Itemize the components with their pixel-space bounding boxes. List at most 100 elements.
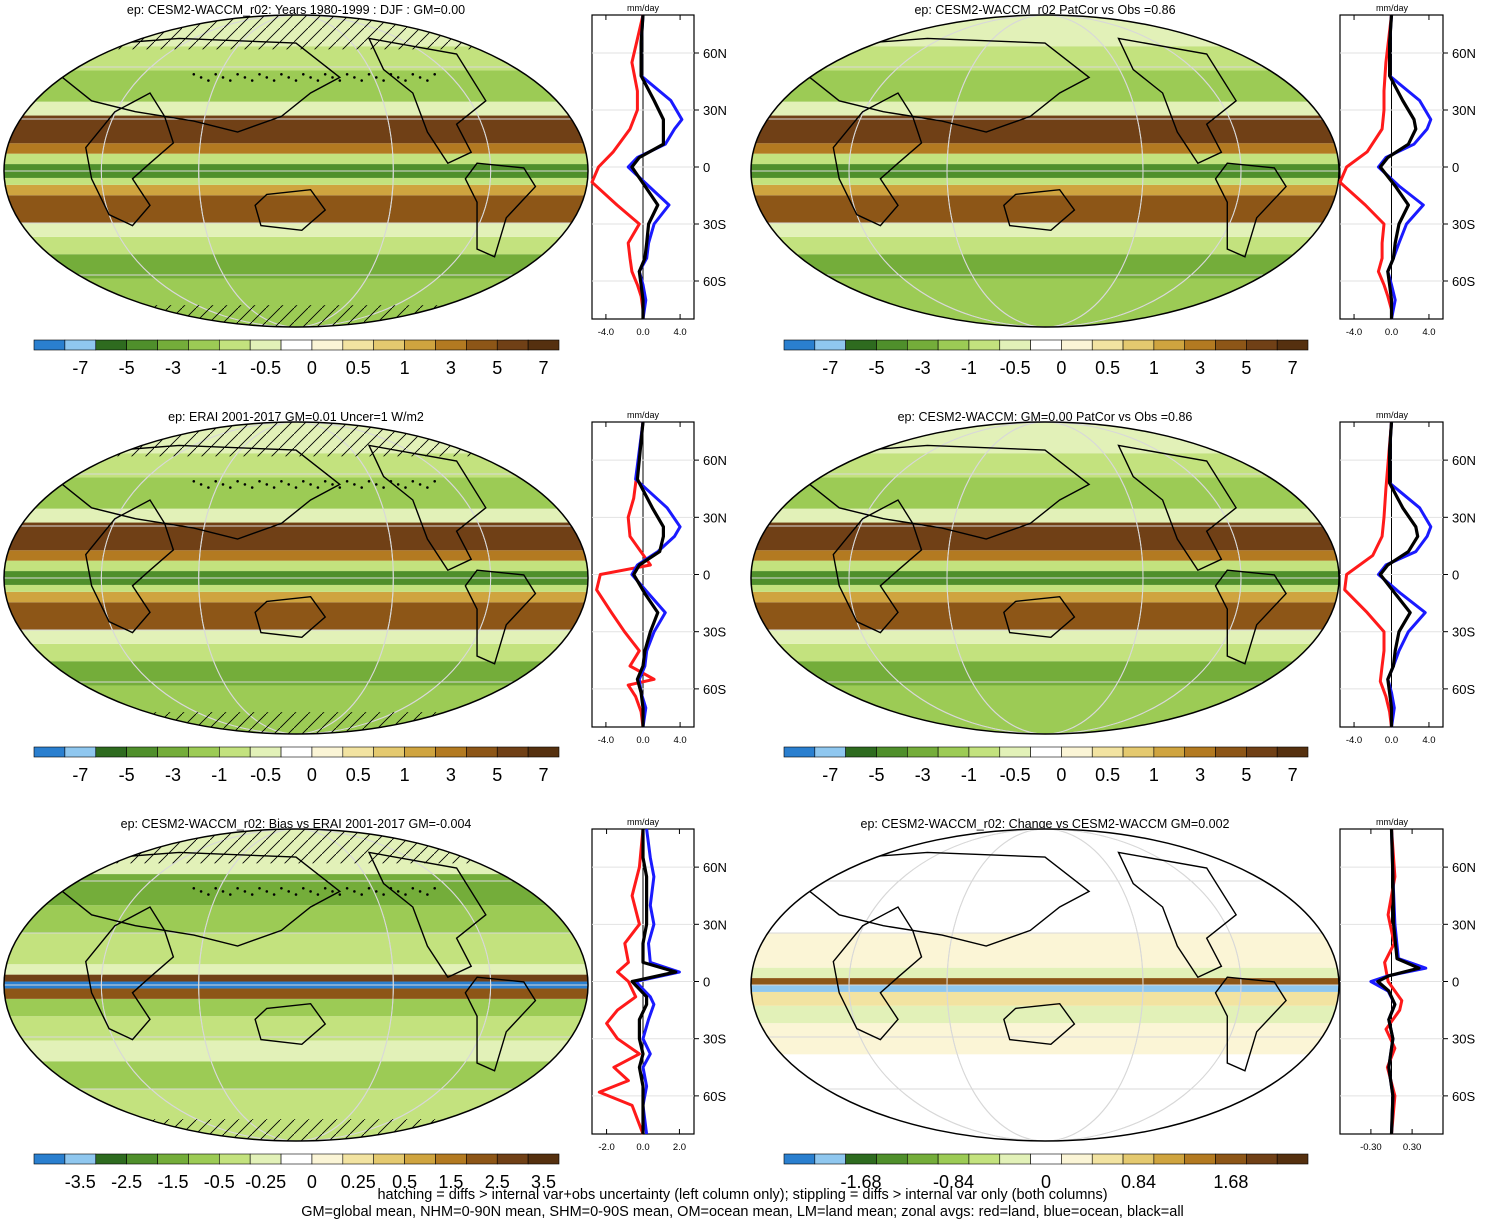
field-band [4, 184, 588, 196]
map-field [4, 422, 588, 734]
field-band [4, 661, 588, 686]
colorbar-label: -1 [961, 358, 977, 378]
stipple-dot [382, 893, 385, 896]
hatching-region [4, 422, 588, 457]
colorbar-label: -5 [868, 765, 884, 785]
colorbar-label: -7 [72, 358, 88, 378]
map-field [751, 15, 1339, 327]
y-tick-label: 0 [703, 568, 710, 583]
stipple-dot [250, 79, 254, 82]
coastline [832, 499, 923, 634]
colorbar-swatch [876, 746, 908, 758]
stipple-dot [294, 486, 298, 489]
colorbar-label: -7 [72, 765, 88, 785]
meridian-line [848, 829, 1242, 1141]
stipple-dot [411, 72, 415, 76]
colorbar-swatch [845, 339, 877, 351]
stipple-dot [433, 479, 437, 483]
colorbar-swatch [311, 1153, 344, 1165]
field-band [4, 1061, 588, 1089]
stipple-dot [287, 890, 291, 893]
colorbar-swatch [1276, 1153, 1309, 1165]
colorbar-label: 3 [1195, 358, 1205, 378]
stipple-dot [360, 486, 364, 489]
stipple-dot [418, 483, 422, 486]
colorbar-swatch [435, 746, 467, 758]
meridian-line [100, 15, 492, 327]
field-band [751, 177, 1339, 185]
stipple-dot [418, 890, 422, 893]
colorbar-label: 3 [446, 765, 456, 785]
hatching-region [150, 305, 442, 327]
stipple-dot [309, 76, 312, 79]
stipple-dot [367, 72, 371, 76]
colorbar-label: -3 [915, 358, 931, 378]
y-tick-label: 60S [703, 1089, 726, 1104]
colorbar-label: 1.5 [438, 1172, 463, 1192]
colorbar: -1.68 -0.84 0 0.84 1.68 [783, 1153, 1309, 1192]
colorbar-label: 0 [307, 1172, 317, 1192]
colorbar-swatch [906, 746, 939, 758]
colorbar-swatch [1276, 339, 1309, 351]
stipple-dot [199, 76, 203, 79]
colorbar-swatch [1122, 1153, 1155, 1165]
colorbar-label: 0.84 [1121, 1172, 1156, 1192]
colorbar-swatch [1030, 339, 1062, 351]
colorbar-label: -0.5 [1000, 358, 1031, 378]
stipple-dot [272, 893, 276, 896]
colorbar-swatch [64, 746, 97, 758]
field-band [751, 508, 1339, 523]
colorbar-swatch [1246, 339, 1278, 351]
coastline [464, 569, 537, 665]
stipple-dot [316, 893, 320, 896]
colorbar-label: -0.5 [1000, 765, 1031, 785]
colorbar-swatch [33, 339, 66, 351]
stipple-dot [294, 893, 298, 896]
zonal-mean-panel: mm/day 60N 30N 0 30S 60S -0.30 0.30 [1339, 817, 1476, 1153]
colorbar-swatch [466, 746, 498, 758]
colorbar-swatch [783, 746, 816, 758]
colorbar-swatch [968, 339, 1001, 351]
stipple-dot [375, 890, 378, 893]
field-band [4, 70, 588, 102]
panel-4: ep: CESM2-WACCM: GM=0.00 PatCor vs Obs =… [750, 410, 1476, 785]
colorbar-swatch [814, 746, 846, 758]
field-band [4, 974, 588, 982]
stipple-dot [302, 479, 305, 483]
colorbar-swatch [876, 1153, 908, 1165]
field-band [4, 874, 588, 906]
stipple-dot [396, 76, 400, 79]
zonal-unit-label: mm/day [627, 3, 660, 13]
zonal-line-all [630, 829, 678, 1134]
coastline [832, 906, 923, 1041]
colorbar-swatch [64, 339, 97, 351]
stipple-dot [331, 483, 334, 486]
colorbar-label: -1 [211, 358, 227, 378]
colorbar-swatch [157, 746, 189, 758]
stipple-dot [323, 72, 327, 76]
colorbar-swatch [466, 339, 498, 351]
x-tick-label: -4.0 [598, 327, 614, 338]
stipple-dot [433, 886, 437, 890]
colorbar-label: -3.5 [65, 1172, 96, 1192]
map-field [751, 829, 1339, 1141]
y-tick-label: 60N [703, 453, 727, 468]
colorbar-label: -0.5 [250, 358, 281, 378]
stipple-dot [323, 479, 327, 483]
x-tick-label: 0.0 [1385, 327, 1398, 338]
colorbar-swatch [496, 339, 529, 351]
field-band [751, 560, 1339, 572]
field-band [751, 1054, 1339, 1141]
field-band [4, 602, 588, 630]
zonal-mean-panel: mm/day 60N 30N 0 30S 60S -2.0 0.0 2.0 [591, 817, 727, 1153]
colorbar-label: 1 [400, 358, 410, 378]
x-tick-label: -2.0 [598, 1142, 614, 1153]
stipple-dot [404, 893, 407, 896]
zonal-unit-label: mm/day [1376, 817, 1409, 827]
stipple-dot [287, 76, 291, 79]
stipple-dot [345, 886, 349, 890]
field-band [751, 422, 1339, 454]
field-band [4, 550, 588, 561]
colorbar-label: -5 [119, 765, 135, 785]
field-band [751, 1023, 1339, 1055]
